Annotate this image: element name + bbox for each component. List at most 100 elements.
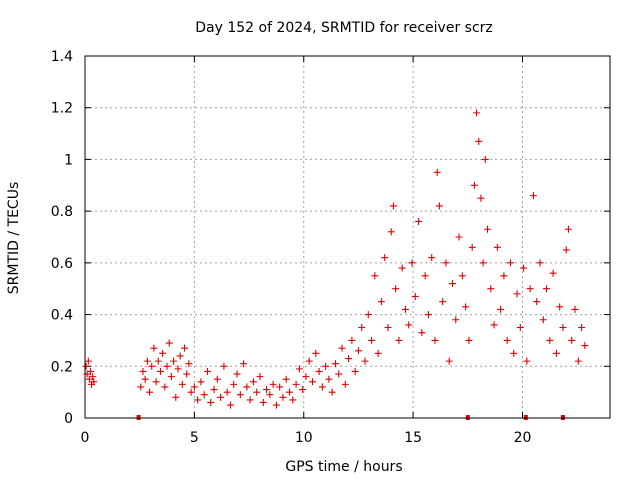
data-point xyxy=(421,272,429,280)
data-point xyxy=(263,386,271,394)
data-point xyxy=(137,383,145,391)
data-point xyxy=(181,344,189,352)
data-point xyxy=(465,336,473,344)
data-point xyxy=(405,321,413,329)
data-point xyxy=(146,388,154,396)
data-point xyxy=(415,217,423,225)
data-point xyxy=(462,303,470,311)
data-point xyxy=(398,264,406,272)
data-point xyxy=(578,324,586,331)
x-tick-label: 5 xyxy=(190,430,199,446)
data-point xyxy=(172,393,180,401)
data-point xyxy=(259,398,267,406)
data-point xyxy=(204,367,211,375)
data-point xyxy=(210,386,218,394)
data-point xyxy=(411,292,419,300)
chart-grid xyxy=(85,56,610,418)
data-point xyxy=(90,378,98,386)
data-point xyxy=(408,259,416,267)
data-point xyxy=(322,362,330,370)
data-point xyxy=(272,401,280,409)
data-point xyxy=(148,362,156,370)
data-point xyxy=(481,155,489,163)
data-point xyxy=(500,272,508,280)
data-point xyxy=(377,298,385,306)
data-point xyxy=(435,202,443,210)
data-point xyxy=(226,401,234,409)
data-point xyxy=(546,336,554,344)
data-point xyxy=(477,194,485,202)
data-point xyxy=(315,367,323,375)
y-axis-ticks: 0 0.2 0.4 0.6 0.8 1 1.2 1.4 xyxy=(51,49,610,427)
data-point xyxy=(207,398,215,406)
data-point xyxy=(401,305,409,313)
data-point xyxy=(233,370,241,378)
data-point xyxy=(161,383,169,391)
data-point xyxy=(152,378,160,386)
data-point xyxy=(338,344,346,352)
data-point xyxy=(368,336,376,344)
data-point xyxy=(536,259,544,267)
data-point xyxy=(200,391,208,399)
data-point xyxy=(154,357,162,365)
data-point xyxy=(170,357,178,365)
data-point xyxy=(190,383,198,391)
data-point xyxy=(156,367,164,375)
data-point xyxy=(479,259,487,267)
data-point xyxy=(364,311,372,319)
data-point xyxy=(213,375,221,383)
data-point xyxy=(256,373,264,381)
data-point xyxy=(470,181,478,189)
data-point xyxy=(510,349,518,357)
data-point xyxy=(433,168,441,176)
data-point xyxy=(549,269,557,277)
data-point xyxy=(89,373,97,381)
data-point xyxy=(506,259,514,267)
data-point xyxy=(381,254,389,262)
y-tick-label: 0 xyxy=(64,411,73,427)
data-point xyxy=(358,324,366,331)
data-point xyxy=(176,352,184,360)
data-point xyxy=(520,264,528,272)
y-axis-label: SRMTID / TECUs xyxy=(6,182,22,295)
data-point xyxy=(309,378,316,386)
data-point xyxy=(331,360,339,368)
chart-title: Day 152 of 2024, SRMTID for receiver scr… xyxy=(195,20,493,36)
data-point xyxy=(141,375,149,383)
y-tick-label: 0.4 xyxy=(51,308,73,324)
data-point xyxy=(449,280,456,288)
data-point xyxy=(220,362,228,370)
data-point xyxy=(165,339,173,347)
data-point xyxy=(299,386,307,394)
data-point xyxy=(516,324,524,331)
data-point xyxy=(371,272,379,280)
y-tick-label: 0.6 xyxy=(51,256,73,272)
data-point xyxy=(286,388,294,396)
data-point xyxy=(82,362,90,370)
data-point xyxy=(543,285,551,293)
x-tick-label: 0 xyxy=(81,430,90,446)
data-point xyxy=(86,367,94,375)
data-point xyxy=(513,290,521,298)
data-point xyxy=(183,370,191,378)
data-point xyxy=(458,272,466,280)
data-point xyxy=(150,344,158,352)
data-point xyxy=(568,336,576,344)
y-tick-label: 1.4 xyxy=(51,49,73,65)
data-point xyxy=(523,357,531,365)
data-point xyxy=(395,336,403,344)
data-point xyxy=(139,367,147,375)
data-point xyxy=(473,109,481,117)
data-point xyxy=(325,375,333,383)
data-point xyxy=(387,228,395,236)
data-point xyxy=(348,336,356,344)
data-point xyxy=(475,137,483,145)
y-tick-label: 0.2 xyxy=(51,359,73,375)
data-point xyxy=(253,388,261,396)
data-point xyxy=(384,324,392,331)
data-point xyxy=(289,396,297,404)
data-point xyxy=(197,378,205,386)
data-point xyxy=(194,396,202,404)
data-point xyxy=(243,383,251,391)
